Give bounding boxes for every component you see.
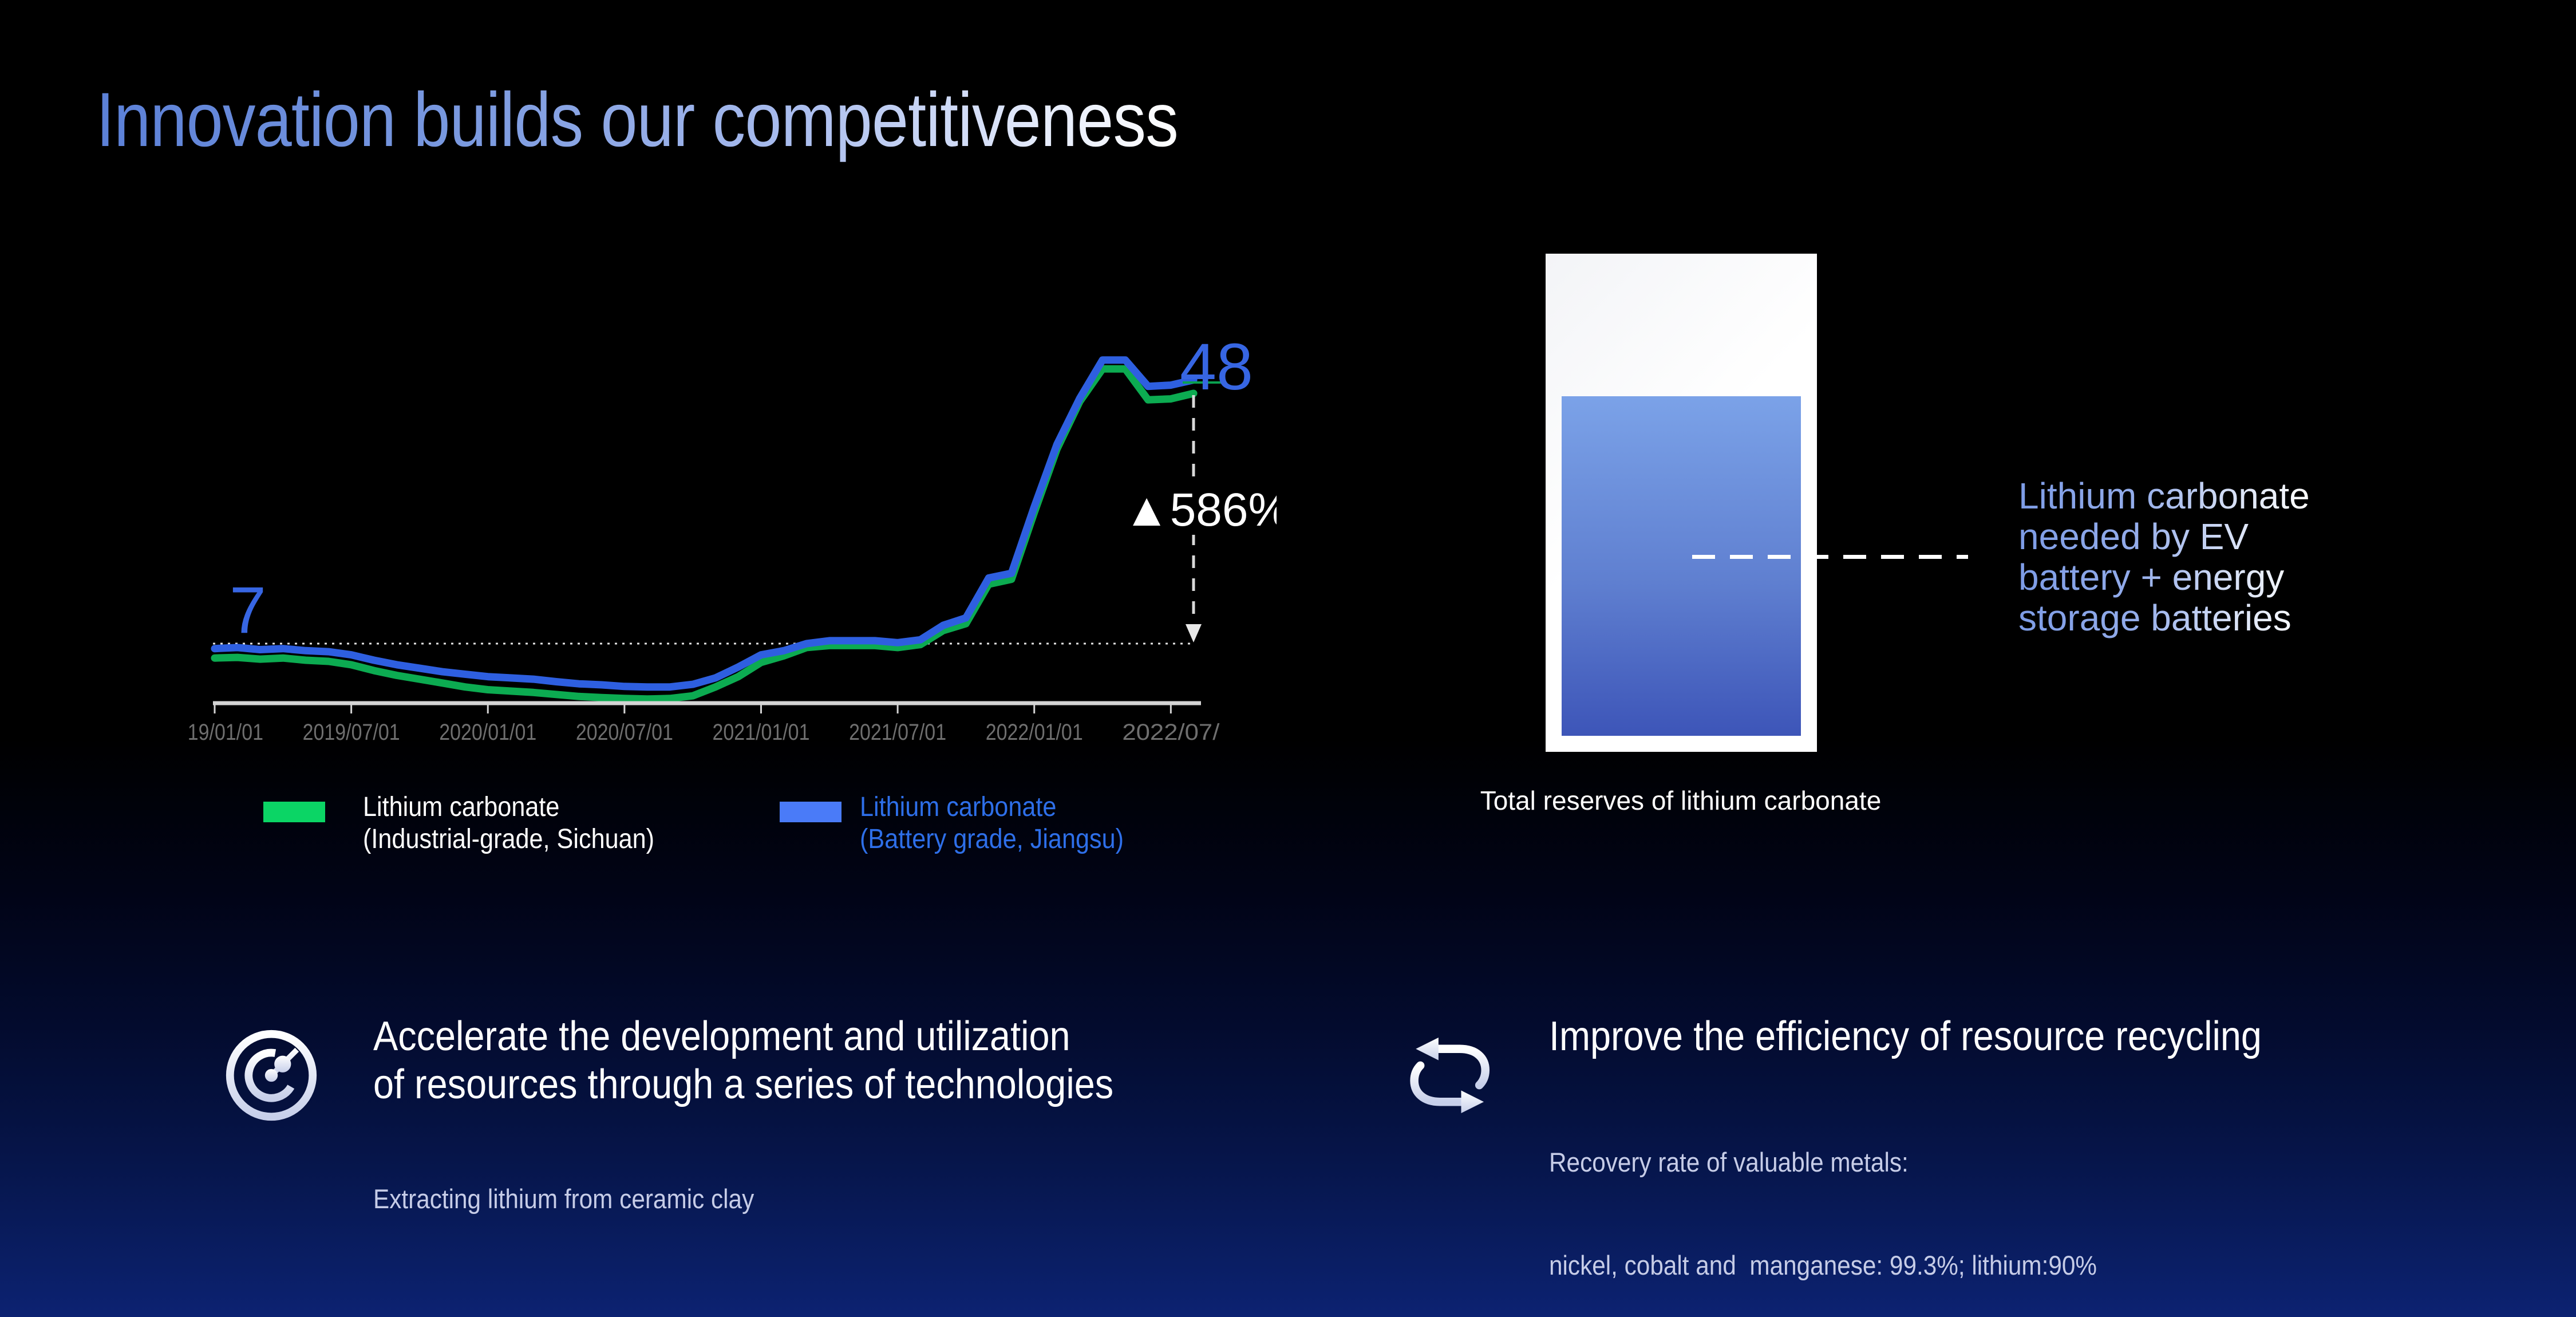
pct-label-backing — [1102, 482, 1277, 535]
feature-title-line: Improve the efficiency of resource recyc… — [1549, 1014, 2262, 1059]
legend-swatch-industrial — [263, 802, 325, 822]
x-axis-label: 2022/01/01 — [986, 720, 1083, 745]
recycle-icon — [1410, 1037, 1490, 1114]
legend-item-industrial — [263, 802, 325, 822]
legend-label-industrial: Lithium carbonate (Industrial-grade, Sic… — [363, 791, 654, 855]
label-line: battery + energy — [2018, 557, 2310, 598]
label-line: storage batteries — [2018, 598, 2310, 638]
legend-line: Lithium carbonate — [363, 792, 560, 822]
start-value-label: 7 — [230, 574, 266, 647]
reservoir-level-label: Lithium carbonate needed by EV battery +… — [2018, 476, 2310, 638]
feature-subtitle-development: Extracting lithium from ceramic clay — [373, 1113, 754, 1285]
legend-swatch-battery — [780, 802, 841, 822]
feature-subtitle-line: nickel, cobalt and manganese: 99.3%; lit… — [1549, 1250, 2097, 1280]
x-axis-ticks: 2019/01/01 2019/07/01 2020/01/01 2020/07/01… — [189, 703, 1220, 745]
feature-title-development: Accelerate the development and utilizati… — [373, 1012, 1113, 1109]
end-value-label: 48 — [1180, 330, 1253, 404]
feature-subtitle-recycling: Recovery rate of valuable metals: nickel… — [1549, 1077, 2097, 1317]
label-line: Lithium carbonate — [2018, 475, 2310, 516]
label-line: needed by EV — [2018, 516, 2310, 557]
x-axis-label: 2020/01/01 — [439, 720, 536, 745]
lithium-price-line-chart: ▲586% 7 48 2019/01/01 2019/07/01 2020/01/0… — [189, 330, 1277, 745]
legend-line: Lithium carbonate — [860, 792, 1057, 822]
feature-title-line: Accelerate the development and utilizati… — [373, 1014, 1070, 1059]
page-title: Innovation builds our competitiveness — [96, 76, 1179, 165]
x-axis-label: 2021/01/01 — [712, 720, 809, 745]
x-axis-label: 2019/07/01 — [303, 720, 400, 745]
feature-title-line: of resources through a series of technol… — [373, 1062, 1114, 1107]
feature-subtitle-line: Recovery rate of valuable metals: — [1549, 1147, 1909, 1177]
reservoir-fill-level — [1562, 396, 1801, 736]
legend-item-battery — [780, 802, 841, 822]
legend-line: (Battery grade, Jiangsu) — [860, 824, 1124, 854]
reservoir-caption: Total reserves of lithium carbonate — [1480, 786, 1882, 815]
legend-label-battery: Lithium carbonate (Battery grade, Jiangs… — [860, 791, 1124, 855]
arrow-down-icon — [1186, 624, 1202, 642]
x-axis-label: 2020/07/01 — [576, 720, 673, 745]
x-axis-label: 2022/07/ — [1122, 720, 1220, 745]
pct-change-label: ▲586% — [1124, 484, 1277, 536]
target-icon — [226, 1027, 317, 1124]
line-industrial-grade — [211, 365, 1198, 703]
line-battery-grade — [211, 356, 1198, 691]
feature-title-recycling: Improve the efficiency of resource recyc… — [1549, 1012, 2262, 1060]
x-axis-label: 2021/07/01 — [849, 720, 946, 745]
feature-subtitle-line: Extracting lithium from ceramic clay — [373, 1184, 754, 1214]
x-axis-label: 2019/01/01 — [189, 720, 263, 745]
legend-line: (Industrial-grade, Sichuan) — [363, 824, 655, 854]
dashed-connector-line — [1692, 555, 1968, 559]
